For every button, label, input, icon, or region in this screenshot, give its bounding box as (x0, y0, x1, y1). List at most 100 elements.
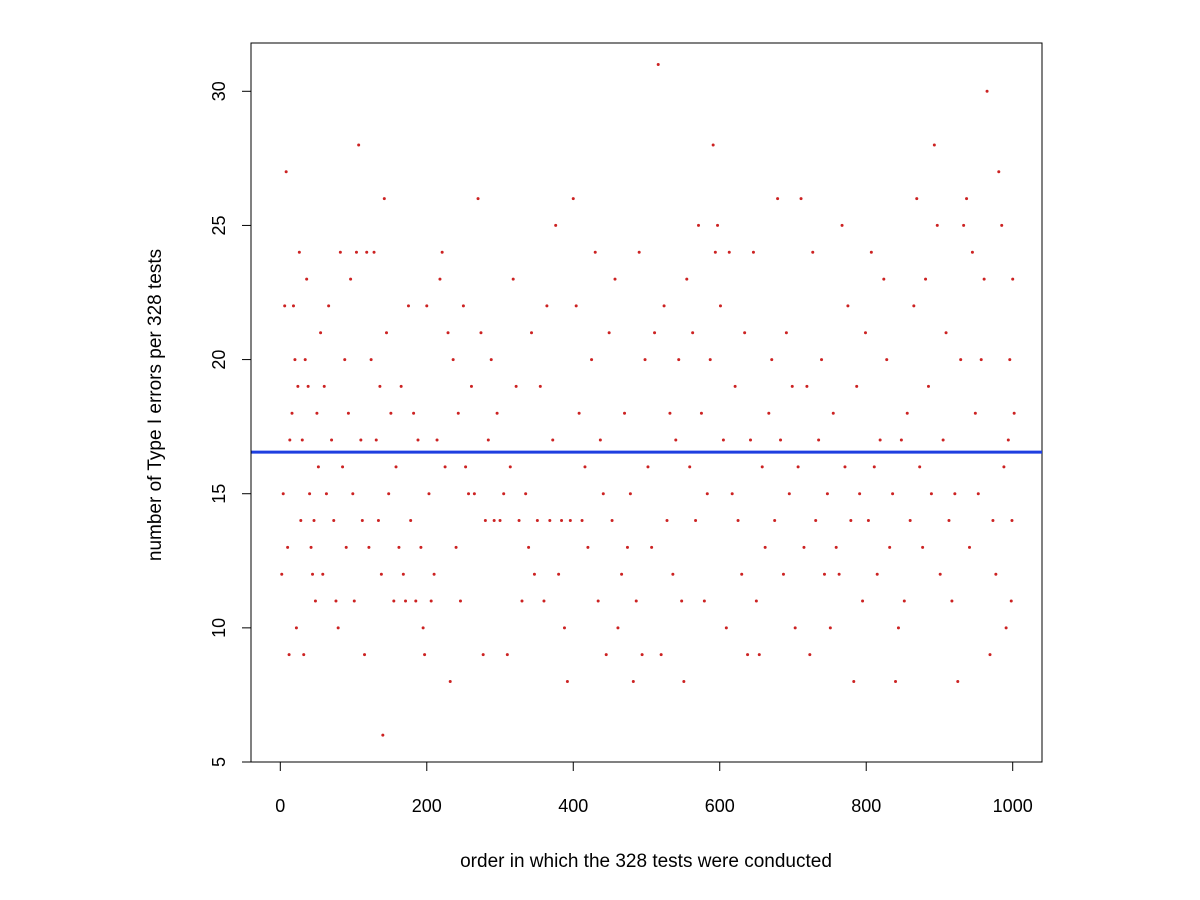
data-point (613, 277, 617, 281)
data-point (872, 465, 876, 469)
data-point (321, 572, 325, 576)
data-point (401, 572, 405, 576)
data-point (947, 519, 951, 523)
data-point (691, 331, 695, 335)
data-point (294, 626, 298, 630)
data-point (376, 519, 380, 523)
data-point (779, 438, 783, 442)
data-point (668, 411, 672, 415)
data-point (299, 519, 303, 523)
data-point (950, 599, 954, 603)
data-point (959, 358, 963, 362)
data-point (281, 492, 285, 496)
data-point (646, 465, 650, 469)
data-point (456, 411, 460, 415)
data-point (476, 197, 480, 201)
data-point (367, 545, 371, 549)
data-point (662, 304, 666, 308)
data-point (855, 384, 859, 388)
data-point (601, 492, 605, 496)
data-point (705, 492, 709, 496)
data-point (505, 653, 509, 657)
data-point (360, 519, 364, 523)
data-point (332, 519, 336, 523)
data-point (419, 545, 423, 549)
data-point (545, 304, 549, 308)
data-point (404, 599, 408, 603)
data-point (799, 197, 803, 201)
x-tick-label: 400 (558, 796, 588, 816)
data-point (580, 519, 584, 523)
data-point (458, 599, 462, 603)
data-point (287, 653, 291, 657)
data-point (628, 492, 632, 496)
data-point (852, 680, 856, 684)
data-point (451, 358, 455, 362)
data-point (297, 250, 301, 254)
data-point (315, 411, 319, 415)
data-point (351, 492, 355, 496)
data-point (944, 331, 948, 335)
x-tick-label: 600 (705, 796, 735, 816)
data-point (341, 465, 345, 469)
data-point (554, 223, 558, 227)
data-point (837, 572, 841, 576)
data-point (796, 465, 800, 469)
data-point (894, 680, 898, 684)
data-point (472, 492, 476, 496)
data-point (840, 223, 844, 227)
data-point (309, 545, 313, 549)
data-point (620, 572, 624, 576)
data-point (682, 680, 686, 684)
data-point (305, 277, 309, 281)
data-point (1012, 411, 1016, 415)
data-point (489, 358, 493, 362)
data-point (640, 653, 644, 657)
data-point (399, 384, 403, 388)
data-point (330, 438, 334, 442)
data-point (716, 223, 720, 227)
data-point (590, 358, 594, 362)
plot-area (250, 42, 1043, 763)
data-point (713, 250, 717, 254)
data-point (882, 277, 886, 281)
x-tick-label: 1000 (993, 796, 1033, 816)
data-point (760, 465, 764, 469)
data-point (921, 545, 925, 549)
data-point (303, 358, 307, 362)
data-point (665, 519, 669, 523)
data-point (286, 545, 290, 549)
y-axis: 5 10 15 20 25 30 (209, 81, 252, 767)
data-point (429, 599, 433, 603)
data-point (486, 438, 490, 442)
data-point (316, 465, 320, 469)
x-tick-label: 0 (275, 796, 285, 816)
data-point (965, 197, 969, 201)
data-point (338, 250, 342, 254)
data-point (344, 545, 348, 549)
data-point (653, 331, 657, 335)
data-point (743, 331, 747, 335)
data-point (902, 599, 906, 603)
data-point (359, 438, 363, 442)
y-axis-label: number of Type I errors per 328 tests (145, 249, 166, 561)
data-point (421, 626, 425, 630)
data-point (498, 519, 502, 523)
data-point (787, 492, 791, 496)
data-point (560, 519, 564, 523)
data-point (511, 277, 515, 281)
data-point (381, 733, 385, 737)
data-point (293, 358, 297, 362)
data-point (820, 358, 824, 362)
x-tick-label: 200 (412, 796, 442, 816)
data-point (604, 653, 608, 657)
data-point (423, 653, 427, 657)
data-point (425, 304, 429, 308)
data-point (781, 572, 785, 576)
data-point (336, 626, 340, 630)
data-point (905, 411, 909, 415)
data-point (319, 331, 323, 335)
data-point (896, 626, 900, 630)
data-point (483, 519, 487, 523)
x-axis: 0 200 400 600 800 1000 (275, 761, 1033, 816)
